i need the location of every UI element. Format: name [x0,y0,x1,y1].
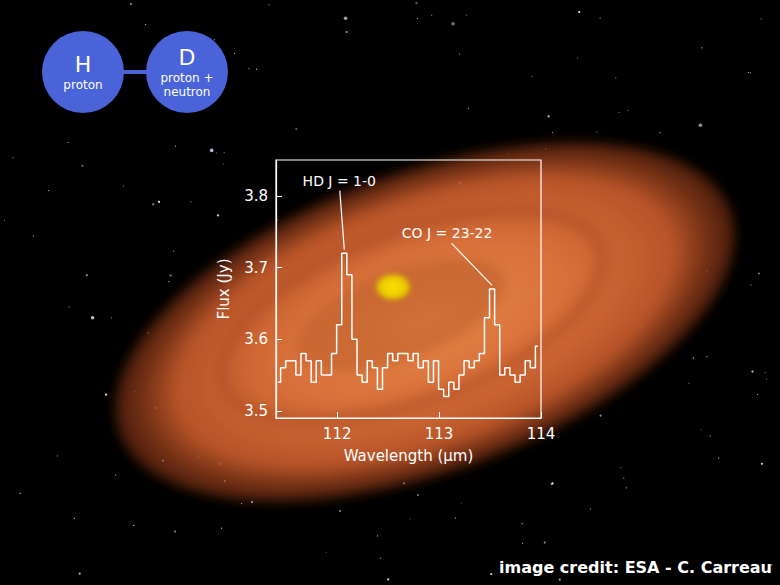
svg-text:HD J = 1-0: HD J = 1-0 [303,173,376,189]
html-text:proton: proton [63,78,103,92]
svg-text:113: 113 [425,425,454,443]
html-text:D: D [178,45,196,70]
svg-text:Flux (Jy): Flux (Jy) [215,259,233,320]
svg-text:3.7: 3.7 [244,259,268,277]
svg-text:3.8: 3.8 [244,187,268,205]
svg-text:114: 114 [527,425,556,443]
html-text:proton + neutron: proton + neutron [160,71,214,99]
html-text:image credit: ESA - C. Carreau: image credit: ESA - C. Carreau [499,558,772,577]
svg-text:112: 112 [323,425,352,443]
svg-text:3.6: 3.6 [244,330,268,348]
svg-text:Wavelength (μm): Wavelength (μm) [344,447,474,465]
svg-text:3.5: 3.5 [244,402,268,420]
svg-text:CO J = 23-22: CO J = 23-22 [402,225,493,241]
html-text:H: H [74,52,92,77]
